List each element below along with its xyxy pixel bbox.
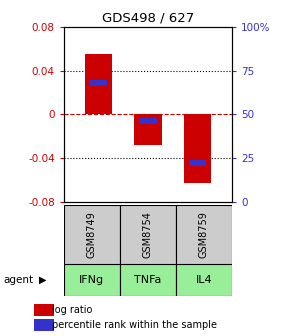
Text: IFNg: IFNg bbox=[79, 275, 104, 285]
Bar bbox=[139, 119, 157, 124]
Bar bbox=[120, 264, 176, 296]
Bar bbox=[34, 304, 54, 316]
Bar bbox=[176, 264, 232, 296]
Text: GSM8754: GSM8754 bbox=[143, 211, 153, 258]
Text: TNFa: TNFa bbox=[134, 275, 162, 285]
Bar bbox=[120, 205, 176, 264]
Bar bbox=[85, 54, 112, 114]
Bar bbox=[90, 80, 107, 86]
Bar bbox=[184, 114, 211, 183]
Text: ▶: ▶ bbox=[39, 275, 47, 285]
Text: percentile rank within the sample: percentile rank within the sample bbox=[52, 320, 217, 330]
Text: log ratio: log ratio bbox=[52, 305, 92, 315]
Bar bbox=[34, 319, 54, 331]
Bar bbox=[64, 264, 120, 296]
Text: GSM8759: GSM8759 bbox=[199, 211, 209, 258]
Bar bbox=[64, 205, 120, 264]
Bar bbox=[189, 160, 206, 166]
Text: GSM8749: GSM8749 bbox=[87, 211, 97, 258]
Bar bbox=[176, 205, 232, 264]
Title: GDS498 / 627: GDS498 / 627 bbox=[102, 11, 194, 24]
Bar bbox=[134, 114, 162, 145]
Text: agent: agent bbox=[3, 275, 33, 285]
Text: IL4: IL4 bbox=[196, 275, 212, 285]
